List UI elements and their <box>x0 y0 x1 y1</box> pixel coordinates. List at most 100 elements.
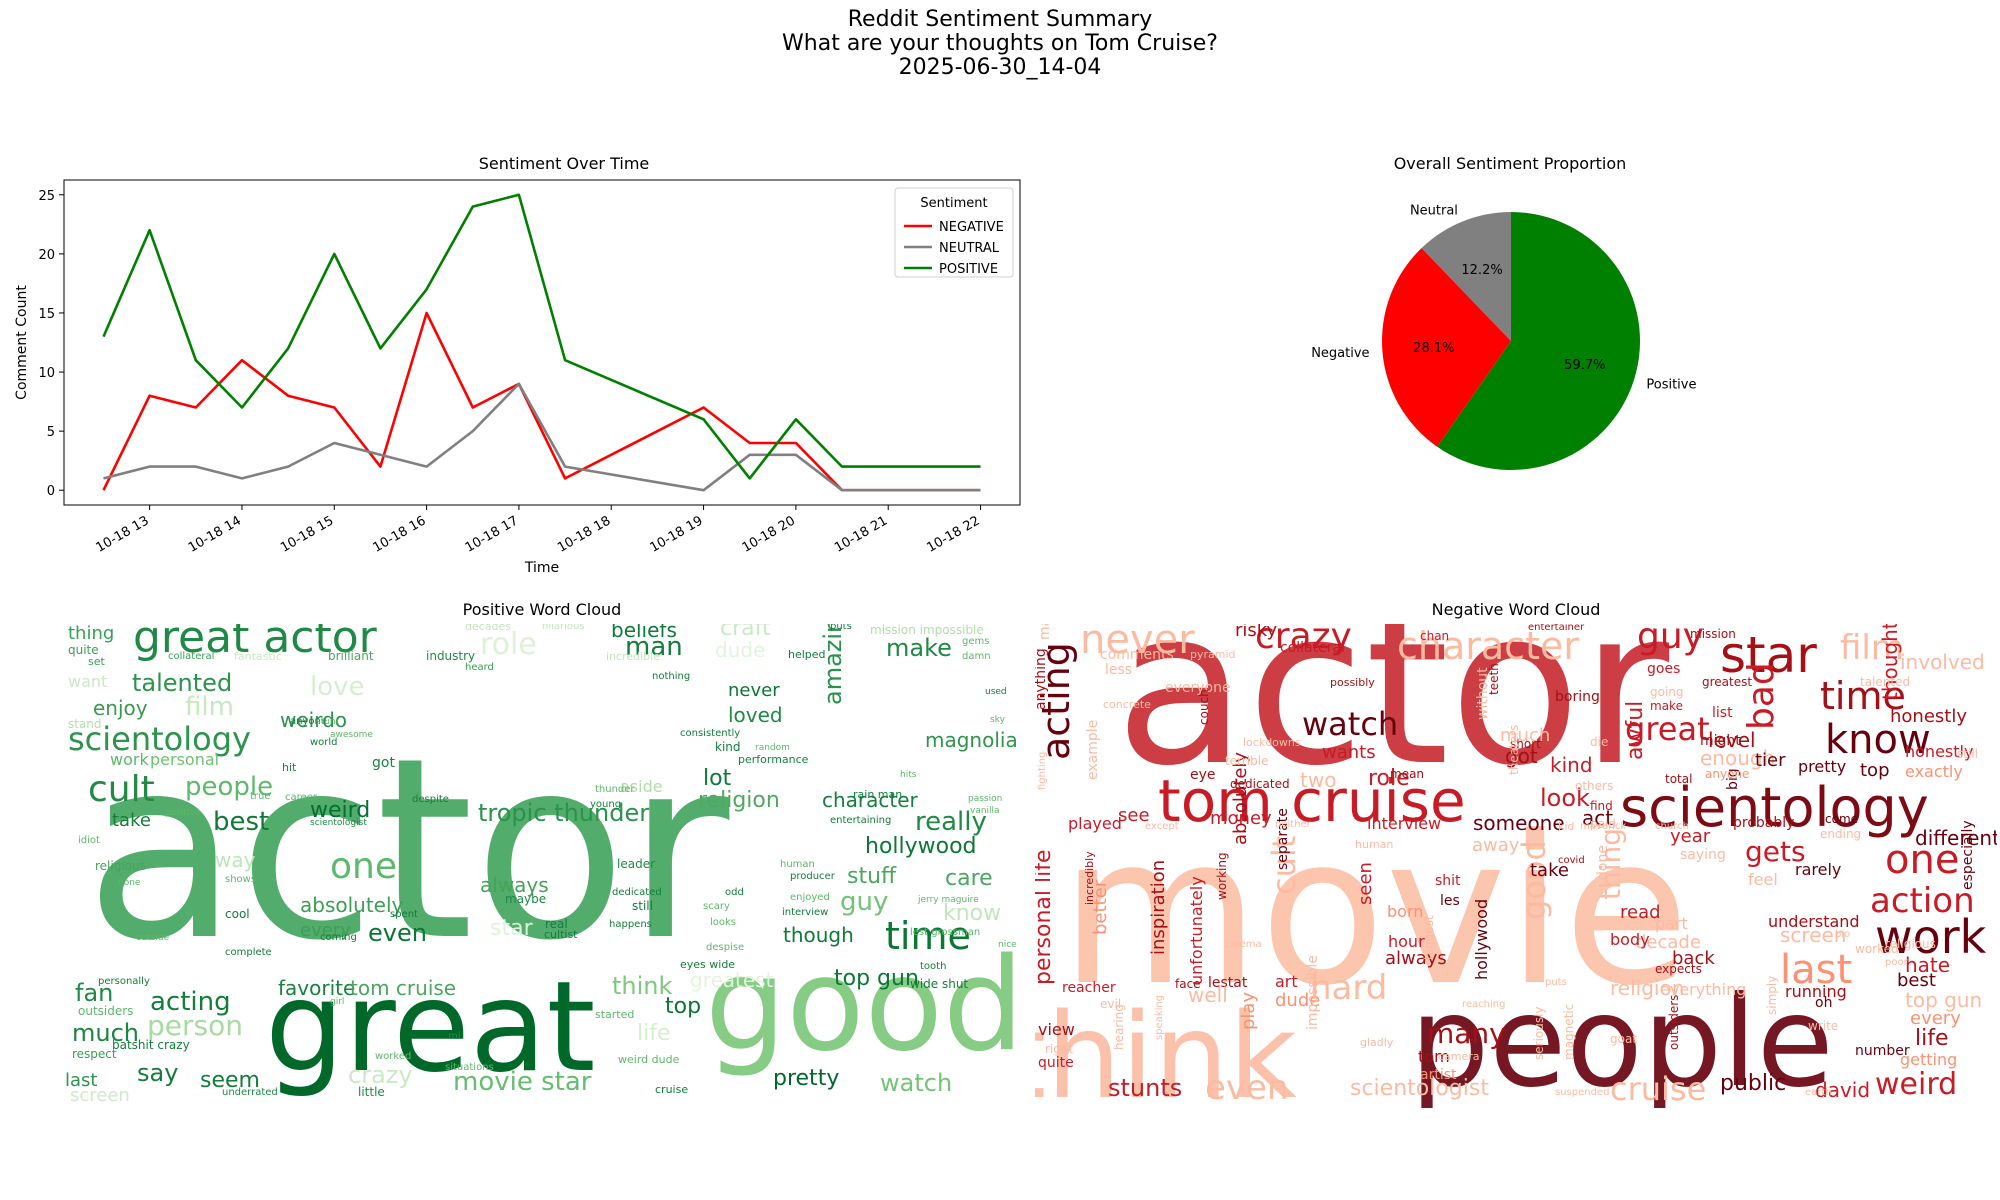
cloud-word: inspiration <box>1148 859 1169 955</box>
cloud-word: two <box>1300 768 1337 792</box>
cloud-word: art <box>1275 972 1298 991</box>
cloud-word: write <box>1808 1019 1839 1033</box>
cloud-word: weird <box>310 798 371 823</box>
cloud-word: passion <box>968 794 1003 804</box>
cloud-word: amazing <box>819 624 847 705</box>
cloud-word: mission impossible <box>870 624 984 637</box>
pie-slice-negative <box>1382 248 1511 447</box>
cloud-word: vanilla <box>970 806 1000 816</box>
cloud-word: top gun <box>1905 988 1983 1012</box>
cloud-word: bio <box>1835 929 1851 940</box>
x-axis-label: Time <box>524 560 559 576</box>
cloud-word: enjoy <box>93 696 148 720</box>
cloud-word: consistently <box>680 728 741 739</box>
cloud-word: read <box>1620 902 1661 923</box>
cloud-word: cinema <box>1225 939 1262 950</box>
cloud-word: shows <box>225 874 257 885</box>
cloud-word: cultist <box>544 928 578 941</box>
cloud-word: wide shut <box>910 977 969 991</box>
cloud-word: reaching <box>1462 999 1506 1010</box>
cloud-word: example <box>1085 719 1101 780</box>
cloud-word: comments <box>1100 647 1174 663</box>
cloud-word: personal life <box>1035 849 1056 985</box>
cloud-word: list <box>1712 705 1733 721</box>
cloud-word: loved <box>728 703 783 727</box>
cloud-word: religion <box>698 788 780 813</box>
cloud-word: cruise <box>1610 1070 1707 1108</box>
y-tick-label: 20 <box>38 248 55 263</box>
cloud-word: think <box>612 972 673 1000</box>
cloud-word: sky <box>990 715 1005 725</box>
cloud-word: away <box>1472 835 1520 856</box>
series-line-positive <box>102 193 981 480</box>
cloud-word: saying <box>1680 847 1726 863</box>
negative-word-cloud: actormoviethinkpeopletom cruisescientolo… <box>1035 624 1997 1108</box>
cloud-word: still <box>632 899 653 913</box>
cloud-word: jerry maguire <box>918 895 979 905</box>
cloud-word: interview <box>1367 814 1442 833</box>
cloud-word: scientology <box>1620 776 1929 839</box>
cloud-word: scary <box>703 901 730 912</box>
cloud-word: stunt <box>316 717 340 727</box>
cloud-word: spent <box>390 909 418 920</box>
legend-entry: POSITIVE <box>939 262 998 277</box>
cloud-word: actor <box>85 704 730 995</box>
cloud-word: talented <box>132 669 233 697</box>
cloud-word: scientologist <box>1350 1076 1489 1101</box>
cloud-word: act <box>1582 806 1614 830</box>
cloud-word: work <box>110 750 149 769</box>
cloud-word: les <box>1440 893 1460 909</box>
cloud-word: thunder <box>595 784 635 795</box>
cloud-word: wants <box>1322 742 1376 763</box>
cloud-word: enjoyed <box>790 892 830 903</box>
cloud-word: rarely <box>1795 860 1842 879</box>
cloud-word: even <box>1205 1068 1289 1108</box>
line-chart-title: Sentiment Over Time <box>478 154 650 173</box>
cloud-word: magnolia <box>925 728 1018 752</box>
cloud-word: absolutely <box>300 893 404 917</box>
cloud-word: paid <box>1590 817 1616 831</box>
figure-title-line-1: Reddit Sentiment Summary <box>847 7 1153 32</box>
cloud-word: mission <box>1690 627 1736 641</box>
cloud-word: really <box>915 807 987 837</box>
cloud-word: personally <box>98 976 150 987</box>
cloud-word: worked <box>375 1051 412 1062</box>
cloud-word: movie star <box>453 1067 592 1097</box>
cloud-word: going <box>1650 685 1684 699</box>
cloud-word: impossible <box>1305 955 1321 1030</box>
cloud-word: outside <box>136 933 170 943</box>
cloud-word: eyes wide <box>680 958 736 971</box>
cloud-word: number <box>1855 1043 1910 1059</box>
cloud-word: greatest <box>690 968 774 992</box>
cloud-word: fan <box>75 979 114 1007</box>
cloud-word: pyramid <box>1190 648 1236 661</box>
cloud-word: performance <box>738 753 809 766</box>
cloud-word: collateral <box>1280 640 1345 656</box>
cloud-word: industry <box>426 649 476 663</box>
cloud-word: poor <box>1885 957 1908 968</box>
cloud-word: honestly <box>1890 706 1967 727</box>
cloud-word: pretty <box>773 1066 840 1091</box>
cloud-word: hearing <box>1112 1004 1126 1050</box>
cloud-word: producer <box>790 871 835 882</box>
cloud-word: helped <box>788 648 826 661</box>
cloud-word: mi <box>448 1031 461 1042</box>
cloud-word: role <box>1368 766 1410 791</box>
cloud-word: enough <box>1700 746 1776 770</box>
cloud-word: world <box>310 737 338 748</box>
cloud-word: one <box>1885 837 1960 883</box>
cloud-word: hits <box>900 770 917 780</box>
cloud-word: collateral <box>168 651 215 662</box>
cloud-word: film <box>185 692 234 722</box>
cloud-word: someone <box>1473 811 1565 835</box>
cloud-word: david <box>1815 1078 1871 1102</box>
cloud-word: weirdo <box>280 708 348 732</box>
cloud-word: even <box>368 919 427 947</box>
cloud-word: great <box>265 955 596 1100</box>
cloud-word: never <box>728 680 780 701</box>
cloud-word: possibly <box>1330 676 1375 689</box>
cloud-word: anyone <box>290 716 327 727</box>
cloud-word: religious <box>95 859 146 873</box>
cloud-word: acting <box>150 987 231 1017</box>
y-tick-label: 5 <box>47 425 55 440</box>
